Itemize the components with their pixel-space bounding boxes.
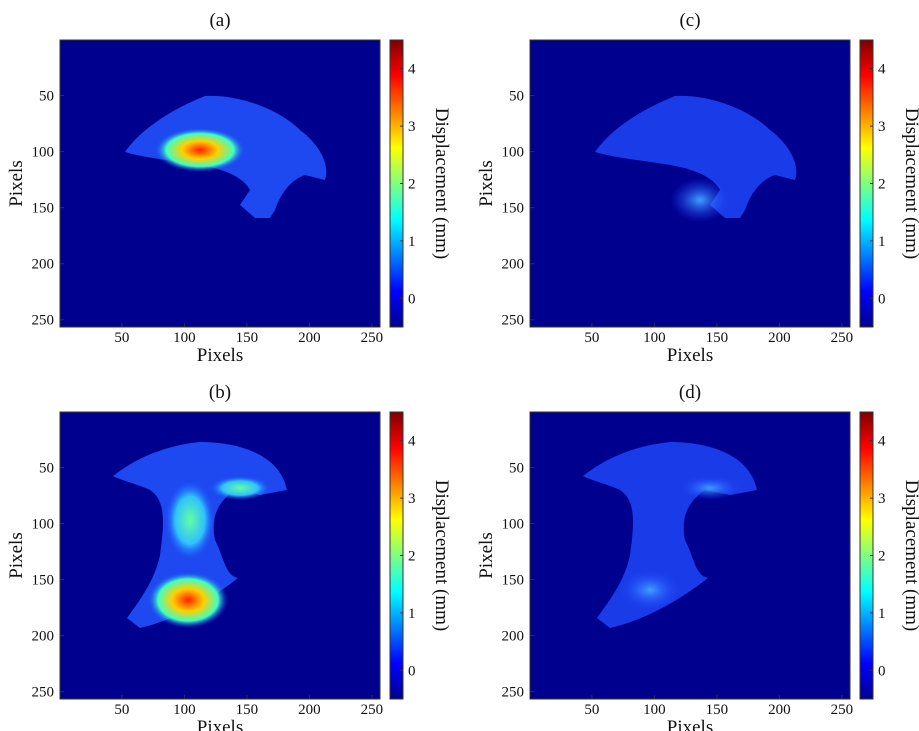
colorbar-tick-label: 0 [408, 663, 416, 679]
x-tick-label: 100 [643, 702, 666, 718]
y-tick-label: 100 [32, 517, 55, 533]
x-tick-label: 200 [298, 330, 321, 346]
x-tick-label: 150 [706, 702, 729, 718]
panel-b-image [113, 442, 287, 628]
y-tick-label: 250 [502, 685, 525, 701]
x-tick-label: 250 [361, 702, 384, 718]
colorbar-tick-label: 3 [878, 491, 886, 507]
colorbar-tick-label: 4 [878, 434, 886, 450]
panel-c-image [595, 95, 797, 222]
colorbar-label: Displacement (mm) [901, 108, 919, 259]
x-axis-label: Pixels [197, 345, 243, 366]
y-tick-label: 100 [32, 145, 55, 161]
colorbar-tick-label: 4 [408, 434, 416, 450]
colorbar-tick-label: 2 [408, 549, 416, 565]
y-axis-label: Pixels [6, 532, 27, 578]
x-axis-label: Pixels [667, 345, 713, 366]
x-tick-label: 250 [361, 330, 384, 346]
y-axis-label: Pixels [6, 160, 27, 206]
x-tick-label: 250 [831, 330, 854, 346]
x-tick-label: 50 [584, 330, 599, 346]
x-axis-label: Pixels [197, 717, 243, 731]
y-tick-label: 200 [502, 257, 525, 273]
image-background [60, 40, 380, 327]
x-tick-label: 50 [584, 702, 599, 718]
x-axis-label: Pixels [667, 717, 713, 731]
colorbar-tick-label: 1 [408, 234, 416, 250]
x-tick-label: 50 [114, 330, 129, 346]
panel-title: (a) [209, 10, 230, 31]
y-tick-label: 250 [502, 313, 525, 329]
x-tick-label: 100 [173, 702, 196, 718]
x-tick-label: 100 [173, 330, 196, 346]
panel-a-image [125, 95, 327, 218]
colorbar-tick-label: 0 [408, 291, 416, 307]
x-tick-label: 200 [768, 330, 791, 346]
y-tick-label: 100 [502, 145, 525, 161]
x-tick-label: 100 [643, 330, 666, 346]
axes-frame [529, 411, 851, 700]
y-tick-label: 50 [509, 460, 524, 476]
axes-frame [59, 39, 381, 328]
colorbar-tick-label: 1 [878, 606, 886, 622]
axes-frame [59, 411, 381, 700]
colorbar-tick-label: 3 [408, 119, 416, 135]
colorbar-tick-label: 2 [878, 549, 886, 565]
x-tick-label: 150 [236, 330, 259, 346]
panel-d-image [583, 442, 757, 628]
colorbar-tick-label: 2 [878, 177, 886, 193]
y-tick-label: 150 [502, 573, 525, 589]
colorbar-tick-label: 0 [878, 663, 886, 679]
y-tick-label: 150 [502, 201, 525, 217]
y-tick-label: 150 [32, 573, 55, 589]
colorbar-tick-label: 3 [878, 119, 886, 135]
y-tick-label: 50 [39, 88, 54, 104]
colorbar-tick-label: 4 [878, 62, 886, 78]
colorbar-tick-label: 4 [408, 62, 416, 78]
colorbar-tick-label: 2 [408, 177, 416, 193]
y-tick-label: 250 [32, 685, 55, 701]
x-tick-label: 200 [298, 702, 321, 718]
y-tick-label: 200 [32, 629, 55, 645]
colorbar-label: Displacement (mm) [431, 108, 452, 259]
panel-title: (d) [679, 382, 701, 403]
x-tick-label: 50 [114, 702, 129, 718]
x-tick-label: 150 [236, 702, 259, 718]
x-tick-label: 250 [831, 702, 854, 718]
y-tick-label: 100 [502, 517, 525, 533]
x-tick-label: 150 [706, 330, 729, 346]
y-axis-label: Pixels [476, 532, 497, 578]
axes-frame [529, 39, 851, 328]
panel-title: (b) [209, 382, 231, 403]
y-axis-label: Pixels [476, 160, 497, 206]
y-tick-label: 50 [39, 460, 54, 476]
colorbar-label: Displacement (mm) [901, 480, 919, 631]
y-tick-label: 200 [32, 257, 55, 273]
y-tick-label: 50 [509, 88, 524, 104]
y-tick-label: 150 [32, 201, 55, 217]
x-tick-label: 200 [768, 702, 791, 718]
colorbar-tick-label: 3 [408, 491, 416, 507]
y-tick-label: 200 [502, 629, 525, 645]
y-tick-label: 250 [32, 313, 55, 329]
colorbar-label: Displacement (mm) [431, 480, 452, 631]
colorbar-tick-label: 0 [878, 291, 886, 307]
panel-title: (c) [679, 10, 700, 31]
colorbar-tick-label: 1 [878, 234, 886, 250]
colorbar-tick-label: 1 [408, 606, 416, 622]
